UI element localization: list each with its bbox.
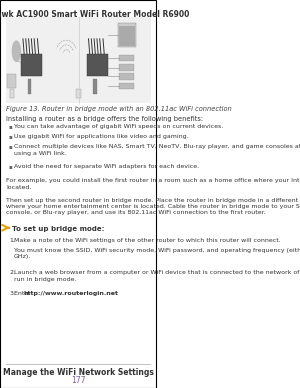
Text: Make a note of the WiFi settings of the other router to which this router will c: Make a note of the WiFi settings of the … <box>14 238 281 243</box>
Text: Manage the WiFi Network Settings: Manage the WiFi Network Settings <box>3 368 154 377</box>
Bar <box>119 64 134 71</box>
Text: ▪: ▪ <box>9 165 12 170</box>
Bar <box>119 73 134 80</box>
Text: 2.: 2. <box>9 270 15 275</box>
Text: Launch a web browser from a computer or WiFi device that is connected to the net: Launch a web browser from a computer or … <box>14 270 300 282</box>
Bar <box>119 55 134 61</box>
Text: Installing a router as a bridge offers the following benefits:: Installing a router as a bridge offers t… <box>6 116 203 122</box>
Text: Then set up the second router in bridge mode. Place the router in bridge mode in: Then set up the second router in bridge … <box>6 198 300 215</box>
Text: Nighthawk AC1900 Smart WiFi Router Model R6900: Nighthawk AC1900 Smart WiFi Router Model… <box>0 10 189 19</box>
Text: You must know the SSID, WiFi security mode, WiFi password, and operating frequen: You must know the SSID, WiFi security mo… <box>14 248 300 260</box>
Text: Enter: Enter <box>14 291 33 296</box>
Bar <box>118 26 135 46</box>
Text: Figure 13. Router in bridge mode with an 802.11ac WiFi connection: Figure 13. Router in bridge mode with an… <box>6 106 232 112</box>
Text: For example, you could install the first router in a room such as a home office : For example, you could install the first… <box>6 178 300 190</box>
Text: Connect multiple devices like NAS, Smart TV, NeoTV, Blu-ray player, and game con: Connect multiple devices like NAS, Smart… <box>14 144 300 156</box>
Text: ▪: ▪ <box>9 134 12 139</box>
Text: http://www.routerlogin.net: http://www.routerlogin.net <box>23 291 118 296</box>
Bar <box>8 74 16 88</box>
Text: 1.: 1. <box>9 238 15 243</box>
Text: 177: 177 <box>71 376 85 385</box>
Text: ▪: ▪ <box>9 124 12 129</box>
Bar <box>93 79 97 94</box>
Bar <box>76 89 81 98</box>
Bar <box>28 79 31 94</box>
Bar <box>87 54 108 76</box>
Text: You can take advantage of gigabit WiFi speeds on current devices.: You can take advantage of gigabit WiFi s… <box>14 124 223 129</box>
Bar <box>119 83 134 89</box>
Text: Avoid the need for separate WiFi adapters for each device.: Avoid the need for separate WiFi adapter… <box>14 165 199 170</box>
Circle shape <box>12 41 20 61</box>
Text: ▪: ▪ <box>9 144 12 149</box>
Bar <box>21 54 42 76</box>
Text: To set up bridge mode:: To set up bridge mode: <box>12 226 104 232</box>
Text: 3.: 3. <box>9 291 15 296</box>
Text: Use gigabit WiFi for applications like video and gaming.: Use gigabit WiFi for applications like v… <box>14 134 189 139</box>
Bar <box>10 89 14 98</box>
Bar <box>6 17 152 103</box>
Bar <box>118 23 136 47</box>
